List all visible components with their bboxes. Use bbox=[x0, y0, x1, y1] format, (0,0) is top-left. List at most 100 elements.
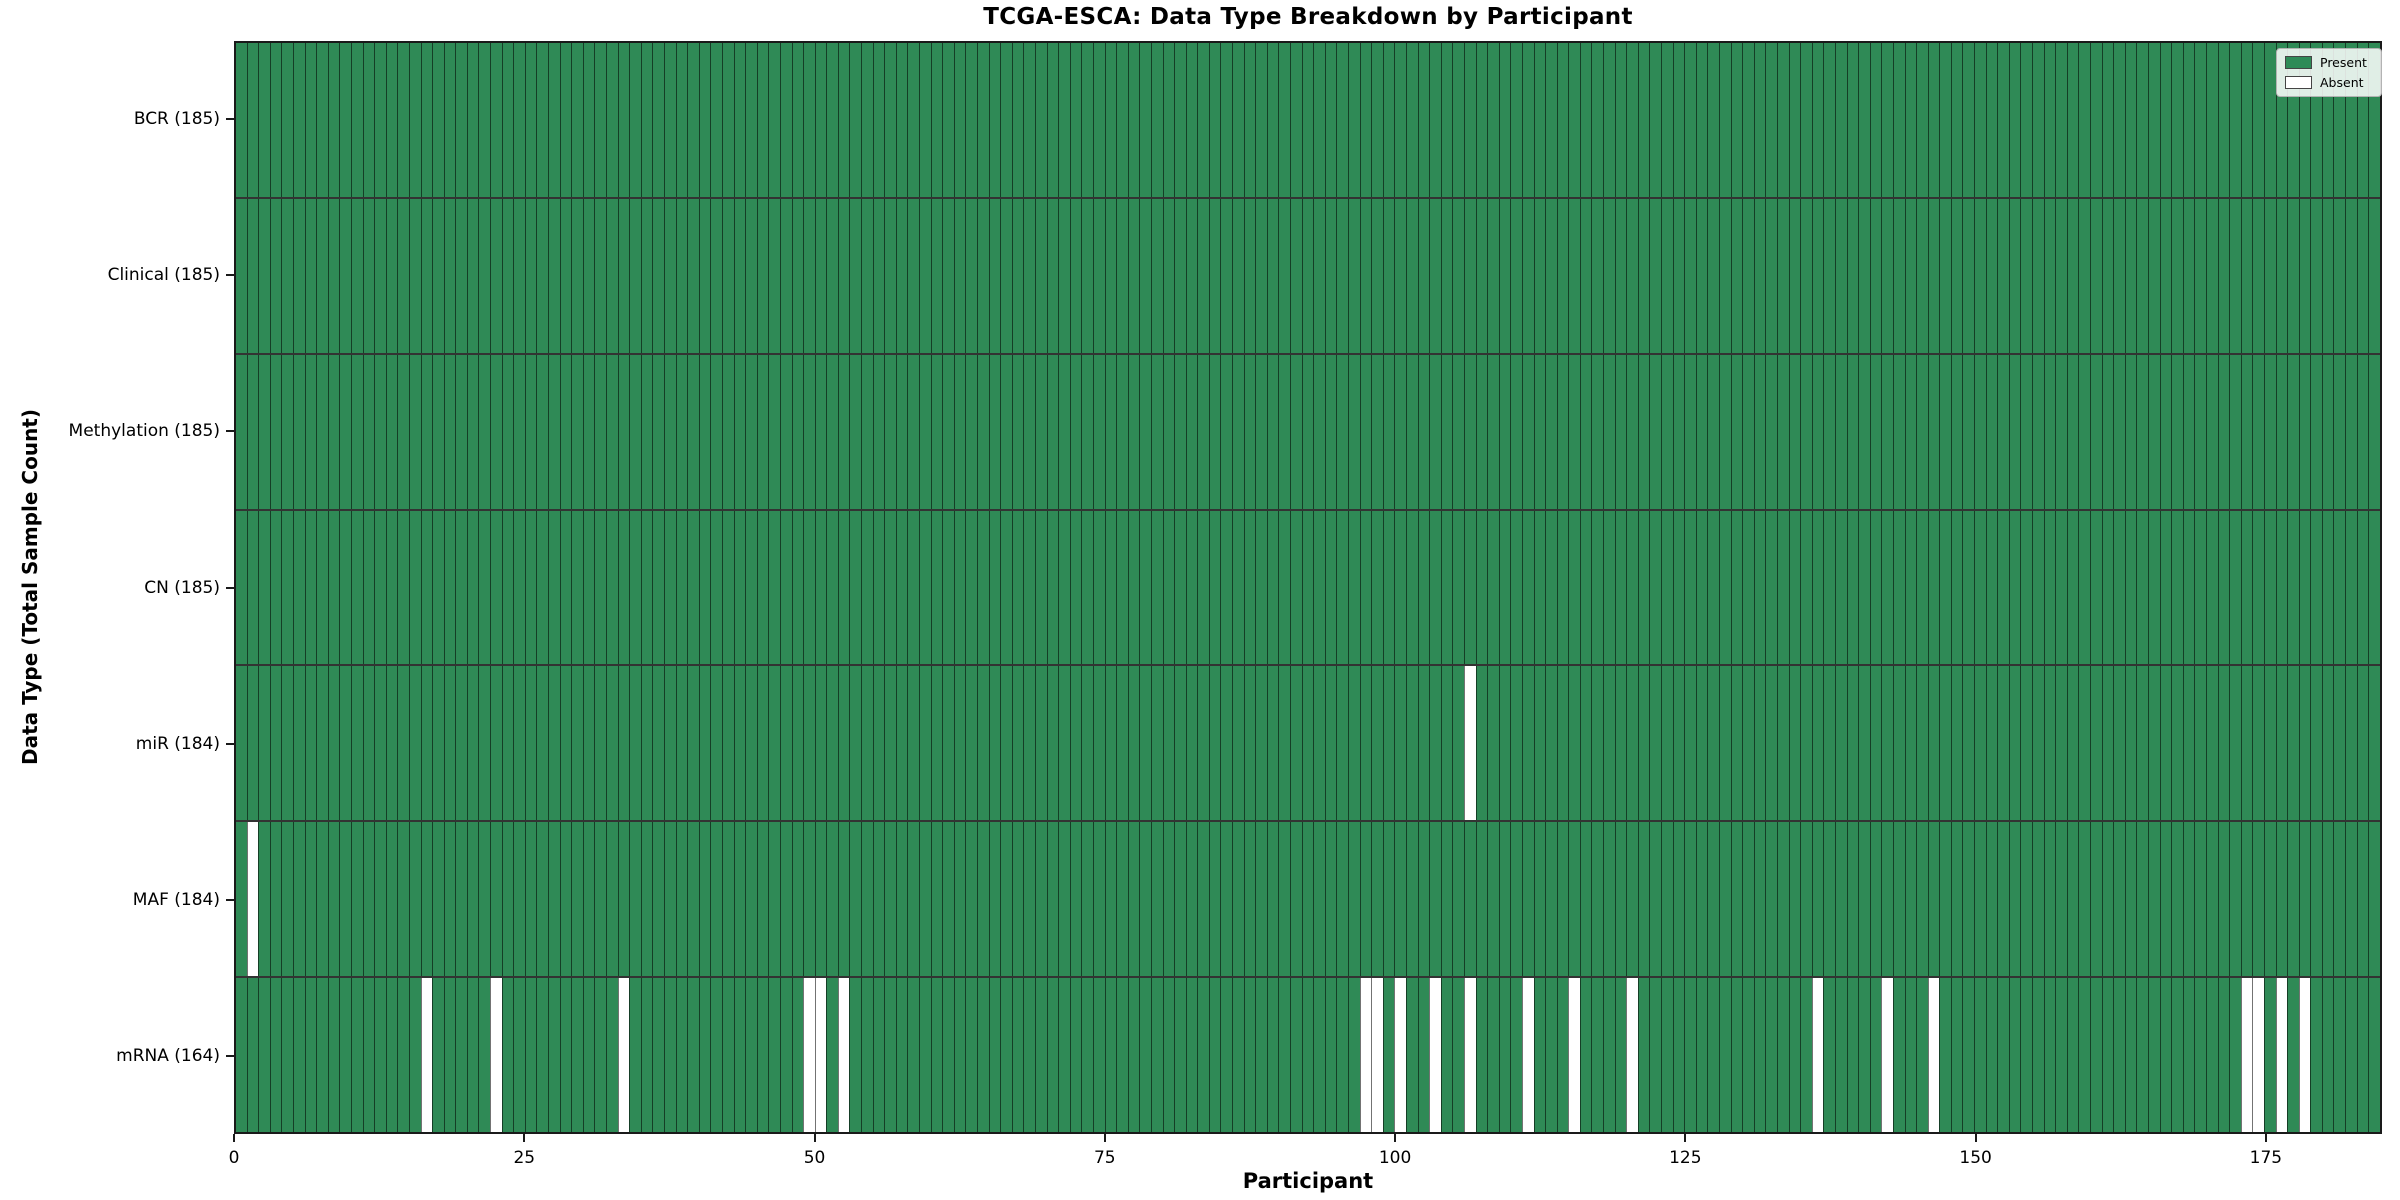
present-cell bbox=[1197, 822, 1209, 977]
present-cell bbox=[1568, 822, 1580, 977]
present-cell bbox=[1997, 666, 2009, 821]
present-cell bbox=[803, 43, 815, 197]
present-cell bbox=[2182, 43, 2195, 197]
present-cell bbox=[606, 198, 618, 353]
present-cell bbox=[1765, 43, 1777, 197]
present-cell bbox=[1104, 822, 1117, 977]
present-cell bbox=[1776, 198, 1789, 353]
present-cell bbox=[1834, 978, 1847, 1133]
present-cell bbox=[281, 354, 293, 509]
present-cell bbox=[1011, 666, 1024, 821]
absent-cell bbox=[2240, 978, 2253, 1133]
present-cell bbox=[1579, 510, 1592, 665]
present-cell bbox=[397, 666, 409, 821]
present-cell bbox=[1243, 354, 1256, 509]
present-cell bbox=[1695, 43, 1708, 197]
present-cell bbox=[1000, 978, 1012, 1133]
present-cell bbox=[2321, 666, 2334, 821]
present-cell bbox=[2020, 510, 2033, 665]
present-cell bbox=[1452, 666, 1464, 821]
present-cell bbox=[1776, 666, 1789, 821]
present-cell bbox=[1174, 978, 1186, 1133]
present-cell bbox=[408, 510, 421, 665]
present-cell bbox=[907, 510, 920, 665]
present-cell bbox=[2090, 510, 2102, 665]
present-cell bbox=[1834, 666, 1847, 821]
present-cell bbox=[1985, 354, 1998, 509]
present-cell bbox=[942, 822, 954, 977]
present-cell bbox=[1046, 978, 1059, 1133]
present-cell bbox=[1753, 978, 1766, 1133]
present-cell bbox=[443, 43, 456, 197]
present-cell bbox=[408, 354, 421, 509]
row-miR bbox=[236, 666, 2380, 823]
present-cell bbox=[2043, 43, 2056, 197]
present-cell bbox=[640, 43, 653, 197]
present-cell bbox=[698, 978, 711, 1133]
present-cell bbox=[1139, 43, 1151, 197]
present-cell bbox=[2090, 822, 2102, 977]
present-cell bbox=[1521, 666, 1534, 821]
present-cell bbox=[942, 354, 954, 509]
present-cell bbox=[1290, 510, 1302, 665]
present-cell bbox=[1000, 43, 1012, 197]
present-cell bbox=[1046, 510, 1059, 665]
present-cell bbox=[1278, 354, 1291, 509]
present-cell bbox=[478, 666, 491, 821]
present-cell bbox=[1011, 43, 1024, 197]
present-cell bbox=[1927, 354, 1940, 509]
present-cell bbox=[548, 978, 560, 1133]
present-cell bbox=[536, 354, 549, 509]
present-cell bbox=[1974, 354, 1986, 509]
present-cell bbox=[316, 978, 328, 1133]
present-cell bbox=[1475, 354, 1488, 509]
present-cell bbox=[2113, 510, 2125, 665]
present-cell bbox=[2356, 978, 2369, 1133]
present-cell bbox=[1162, 510, 1175, 665]
present-cell bbox=[1046, 822, 1059, 977]
present-cell bbox=[1463, 510, 1476, 665]
present-cell bbox=[1788, 822, 1801, 977]
legend-label: Absent bbox=[2320, 75, 2364, 90]
present-cell bbox=[617, 198, 630, 353]
present-cell bbox=[710, 510, 722, 665]
present-cell bbox=[2055, 978, 2067, 1133]
present-cell bbox=[571, 510, 583, 665]
present-cell bbox=[965, 510, 977, 665]
present-cell bbox=[745, 43, 757, 197]
present-cell bbox=[756, 510, 769, 665]
present-cell bbox=[1568, 510, 1580, 665]
present-cell bbox=[1892, 43, 1905, 197]
present-cell bbox=[1092, 666, 1105, 821]
present-cell bbox=[2333, 510, 2346, 665]
present-cell bbox=[1672, 978, 1685, 1133]
present-cell bbox=[1695, 354, 1708, 509]
present-cell bbox=[826, 666, 838, 821]
present-cell bbox=[1962, 354, 1975, 509]
present-cell bbox=[1440, 510, 1453, 665]
present-cell bbox=[907, 198, 920, 353]
present-cell bbox=[582, 666, 595, 821]
present-cell bbox=[1649, 43, 1662, 197]
present-cell bbox=[1255, 978, 1267, 1133]
present-cell bbox=[1290, 43, 1302, 197]
present-cell bbox=[640, 510, 653, 665]
present-cell bbox=[2066, 510, 2079, 665]
present-cell bbox=[2055, 666, 2067, 821]
present-cell bbox=[1243, 822, 1256, 977]
present-cell bbox=[1266, 354, 1279, 509]
present-cell bbox=[1568, 198, 1580, 353]
present-cell bbox=[1266, 198, 1279, 353]
present-cell bbox=[2113, 666, 2125, 821]
present-cell bbox=[269, 666, 282, 821]
present-cell bbox=[2368, 666, 2380, 821]
present-cell bbox=[374, 666, 386, 821]
present-cell bbox=[1440, 822, 1453, 977]
present-cell bbox=[1174, 666, 1186, 821]
present-cell bbox=[779, 510, 792, 665]
present-cell bbox=[2345, 822, 2357, 977]
present-cell bbox=[466, 43, 479, 197]
present-cell bbox=[2101, 510, 2114, 665]
present-cell bbox=[2263, 198, 2276, 353]
present-cell bbox=[2159, 822, 2172, 977]
